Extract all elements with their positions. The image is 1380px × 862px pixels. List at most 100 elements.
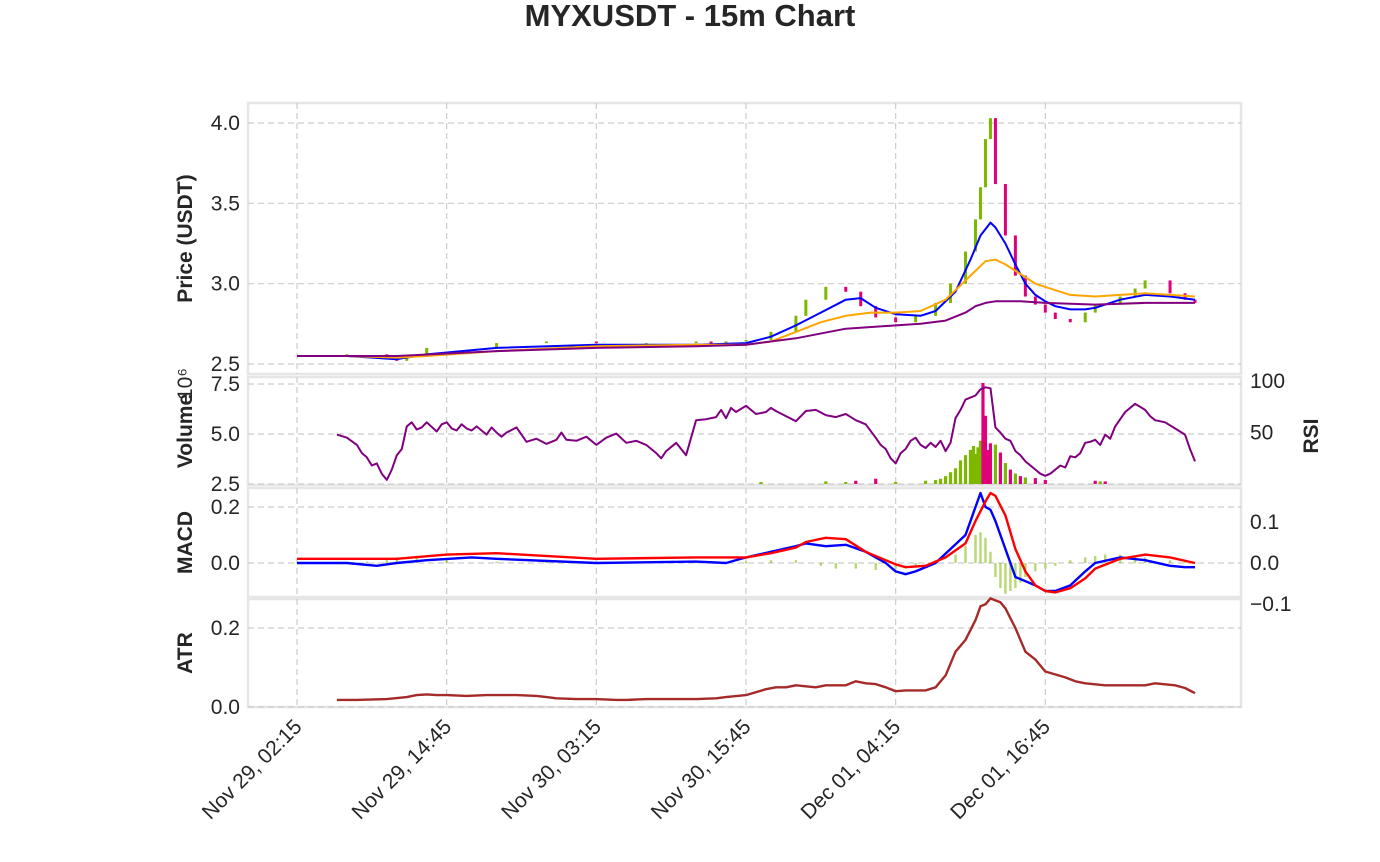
macd-right-ytick-label: 0.0: [1250, 552, 1279, 575]
macd-ytick-label: 0.0: [211, 552, 240, 575]
macd-histogram-bar: [1094, 556, 1097, 563]
candle-body: [1068, 319, 1072, 323]
macd-histogram-bar: [1054, 563, 1057, 566]
price-ytick-label: 2.5: [211, 353, 240, 376]
volume-frame: [246, 375, 1243, 487]
candle-body: [425, 347, 429, 356]
candle-body: [744, 339, 748, 342]
macd-histogram-bar: [1069, 560, 1072, 563]
candle-body: [973, 219, 977, 252]
macd-ylabel: MACD: [174, 511, 197, 574]
volume-bar: [986, 449, 990, 484]
volume-bar: [948, 472, 953, 484]
x-tick-label: Nov 30, 15:45: [647, 715, 756, 824]
macd-histogram-bar: [834, 563, 837, 569]
rsi-line: [336, 386, 1196, 481]
macd-histogram-bar: [974, 535, 977, 563]
macd-histogram-bar: [894, 563, 897, 569]
candle-body: [964, 251, 968, 284]
macd-histogram-bar: [819, 563, 823, 566]
volume-bar: [874, 478, 878, 484]
candle-body: [1193, 299, 1197, 303]
volume-ytick-label: 7.5: [211, 373, 240, 396]
price-ytick-label: 3.0: [211, 273, 240, 296]
volume-bar: [971, 445, 976, 484]
x-axis: Nov 29, 02:15 Nov 29, 14:45 Nov 30, 03:15 N…: [198, 715, 1055, 824]
macd-histogram-bar: [545, 561, 548, 563]
macd-histogram-bar: [385, 560, 388, 563]
candle-body: [844, 286, 848, 292]
volume-ytick-label: 2.5: [211, 473, 240, 496]
price-ylabel: Price (USDT): [174, 174, 197, 302]
macd-histogram-bar: [1019, 563, 1022, 583]
rsi-ytick-label: 50: [1250, 422, 1273, 445]
candle-body: [794, 315, 798, 332]
x-tick-label: Dec 01, 16:45: [946, 715, 1055, 824]
volume-bar: [1018, 476, 1022, 484]
candle-body: [709, 341, 713, 345]
atr-frame: [246, 597, 1243, 709]
candle-body: [824, 286, 828, 300]
volume-bar: [1093, 480, 1097, 484]
volume-bar: [958, 460, 963, 484]
candle-body: [1083, 312, 1087, 323]
macd-histogram-bar: [1168, 560, 1172, 563]
volume-bar: [973, 453, 978, 484]
macd-histogram-bar: [365, 561, 369, 563]
candle-body: [1023, 275, 1027, 297]
macd-histogram-bar: [1009, 563, 1012, 591]
macd-histogram-bar: [744, 561, 748, 563]
atr-ytick-label: 0.0: [211, 696, 240, 719]
chart-title: MYXUSDT - 15m Chart: [525, 0, 856, 33]
macd-histogram-bar: [984, 537, 987, 563]
volume-ylabel: Volume: [174, 394, 197, 468]
volume-bar: [1023, 477, 1027, 484]
volume-ytick-label: 5.0: [211, 423, 240, 446]
macd-ytick-label: 0.2: [211, 496, 240, 519]
rsi-ytick-label: 100: [1250, 370, 1285, 393]
macd-histogram-bar: [1104, 554, 1107, 563]
candle-body: [949, 283, 953, 303]
volume-bar: [1013, 473, 1017, 484]
candle-body: [914, 315, 918, 323]
candle-body: [988, 118, 992, 140]
candle-body: [993, 118, 997, 185]
atr-line: [336, 597, 1196, 702]
atr-ytick-label: 0.2: [211, 617, 240, 640]
volume-bar: [924, 480, 928, 484]
x-tick-label: Dec 01, 04:15: [796, 715, 905, 824]
candle-body: [1143, 280, 1147, 289]
candle-body: [1003, 184, 1007, 236]
macd-right-ytick-label: −0.1: [1250, 593, 1291, 616]
candle-body: [804, 299, 808, 316]
candle-body: [594, 341, 598, 344]
volume-bar: [963, 455, 968, 484]
volume-bar: [824, 481, 828, 484]
price-series-ema-mid: [297, 258, 1196, 359]
volume-bar: [998, 452, 1003, 484]
price-ytick-label: 3.5: [211, 192, 240, 215]
volume-bar: [854, 480, 858, 484]
volume-bar: [943, 476, 948, 484]
macd-right-ytick-label: 0.1: [1250, 511, 1279, 534]
candle-body: [644, 343, 648, 345]
volume-bar: [1008, 469, 1013, 484]
x-tick-label: Nov 30, 03:15: [497, 715, 606, 824]
volume-bar: [968, 449, 973, 484]
macd-histogram-bar: [1084, 557, 1087, 563]
volume-bar: [938, 478, 943, 484]
volume-bar: [933, 480, 938, 484]
volume-bar: [1003, 463, 1008, 484]
atr-panel: 0.0 0.2 ATR: [174, 597, 1243, 719]
volume-bar: [978, 440, 983, 484]
macd-histogram-bar: [495, 561, 498, 563]
macd-histogram-bar: [964, 546, 967, 563]
candle-body: [1053, 312, 1057, 320]
macd-histogram-bar: [854, 563, 857, 569]
candle-body: [1043, 304, 1047, 313]
macd-histogram-bar: [999, 563, 1002, 589]
candle-body: [1168, 280, 1172, 294]
volume-bar: [983, 415, 988, 484]
